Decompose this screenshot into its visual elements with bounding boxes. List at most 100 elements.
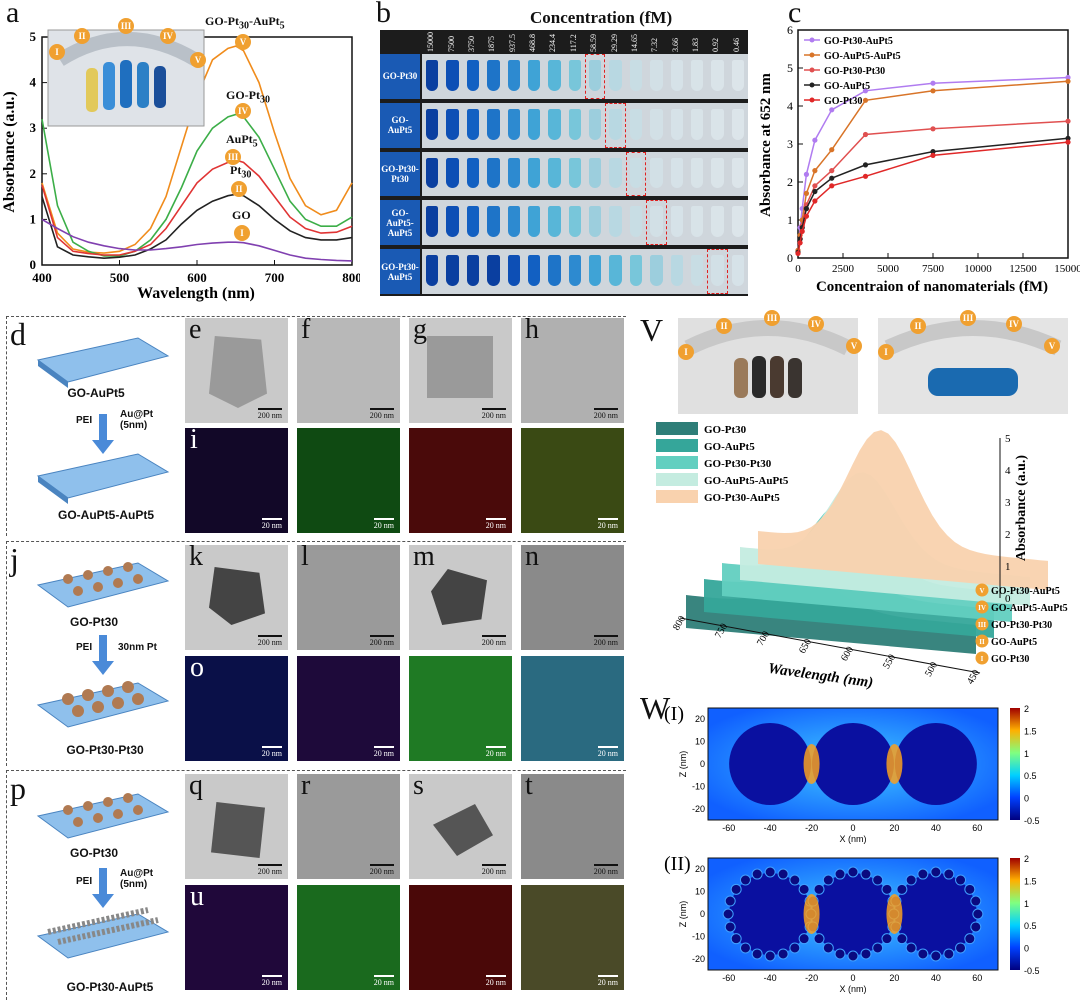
c-point-3-4 xyxy=(812,188,818,195)
w-cbar-tick-0-1: 1.5 xyxy=(1024,726,1037,736)
b-tube xyxy=(568,108,581,140)
v-roman-circle-1 xyxy=(975,634,989,648)
v-ztick-label-1: 1 xyxy=(1005,561,1011,573)
panel-label-v: V xyxy=(640,312,664,348)
b-conc-1: 7500 xyxy=(446,36,456,52)
d-step1: PEI xyxy=(76,415,93,426)
label-m: m xyxy=(413,545,435,572)
sb-o2: 20 nm xyxy=(373,746,394,758)
w-ytick-0-3: -10 xyxy=(692,781,705,791)
w-subpanel-label-0: (I) xyxy=(664,703,684,725)
b-row-4 xyxy=(422,249,748,294)
a-curve-roman-IV: IV xyxy=(235,103,251,119)
w-shell-particle xyxy=(964,883,976,895)
c-point-4-2 xyxy=(799,228,805,234)
v-roman-circle-0 xyxy=(975,651,989,665)
b-conc-0: 15000 xyxy=(426,32,436,52)
v-roman-3: IV xyxy=(978,604,986,612)
v1-roman-II: II xyxy=(716,318,732,334)
v-legend-label-4: GO-Pt30-AuPt5 xyxy=(704,492,780,504)
c-legend-label-4: GO-Pt30 xyxy=(824,96,862,107)
tem-h: h 200 nm xyxy=(521,318,624,423)
map-o2: 20 nm xyxy=(297,656,400,761)
chart-c: 0 2500 5000 7500 10000 12500 15000 0 1 2 3 4 5 6 GO-P… xyxy=(758,23,1080,295)
b-row-2 xyxy=(422,151,748,197)
sb-i3: 20 nm xyxy=(485,518,506,530)
w-shell-particle xyxy=(917,868,929,880)
b-tube xyxy=(568,157,581,189)
b-tube xyxy=(446,108,459,140)
c-ytick-label-5: 5 xyxy=(787,61,793,75)
v-axis-series-label-4: GO-Pt30-AuPt5 xyxy=(991,586,1060,597)
b-tube xyxy=(466,255,480,286)
c-point-0-4 xyxy=(812,137,818,143)
b-tube xyxy=(650,157,663,189)
w-ytick-0-0: 20 xyxy=(695,714,705,724)
d-step2: Au@Pt (5nm) xyxy=(120,409,154,431)
divider-top xyxy=(6,316,626,318)
b-threshold-box-0 xyxy=(585,54,606,99)
a-label-GO-Pt30-AuPt5: GO-Pt30-AuPt5 xyxy=(205,14,285,32)
sb-i4: 20 nm xyxy=(597,518,618,530)
a-series-2 xyxy=(41,159,353,256)
v2-roman-IV: IV xyxy=(1006,316,1022,332)
w-particle-1-1 xyxy=(812,873,894,955)
b-tube xyxy=(690,206,704,238)
b-tube xyxy=(731,60,744,91)
b-conc-4: 937.5 xyxy=(507,34,517,52)
sb-i2: 20 nm xyxy=(373,518,394,530)
c-ytick-label-1: 1 xyxy=(787,213,793,227)
p-bottom-label: GO-Pt30-AuPt5 xyxy=(66,980,154,994)
w-xtick-1-3: 0 xyxy=(850,973,855,983)
p-top-label: GO-Pt30 xyxy=(69,846,118,860)
a-curve-roman-III: III xyxy=(225,149,241,165)
label-l: l xyxy=(301,545,309,572)
w-xtick-0-1: -40 xyxy=(764,823,777,833)
w-shell-particle xyxy=(798,883,810,895)
b-tube xyxy=(589,157,602,189)
v-roman-circle-4 xyxy=(975,583,989,597)
w-shell-particle xyxy=(724,921,736,933)
sb-e: 200 nm xyxy=(257,408,282,420)
w-particle-0-0 xyxy=(729,723,812,805)
v-ztick-label-2: 2 xyxy=(1005,529,1011,541)
v-legend-swatch-2 xyxy=(656,456,698,469)
c-point-3-6 xyxy=(862,162,869,168)
b-tube xyxy=(670,108,683,140)
tem-e: e 200 nm xyxy=(185,318,288,423)
w-cbar-tick-1-4: 0 xyxy=(1024,944,1029,954)
b-tube xyxy=(650,255,663,286)
b-threshold-box-2 xyxy=(625,151,647,197)
b-conc-3: 1875 xyxy=(487,36,497,52)
w-particle-0-1 xyxy=(812,723,894,805)
w-cbar-tick-0-2: 1 xyxy=(1024,749,1029,759)
w-frame-0 xyxy=(707,707,999,821)
panel-label-w: W xyxy=(640,690,671,726)
c-ytick-label-2: 2 xyxy=(787,175,793,189)
b-tube xyxy=(670,255,683,286)
w-hotspot-1-0 xyxy=(803,894,820,934)
v2-roman-V: V xyxy=(1044,338,1060,354)
b-conc-8: 58.59 xyxy=(589,34,599,52)
c-point-2-8 xyxy=(1065,118,1071,124)
c-xtick-label-4: 10000 xyxy=(964,263,992,275)
chart-a: 400 500 600 700 800 0 1 2 3 4 5 Wavelength (nm) Ab… xyxy=(1,29,360,302)
a-series-3 xyxy=(41,193,353,260)
w-particle-1-0 xyxy=(729,873,812,955)
w-shell-particle xyxy=(730,933,742,945)
v-xlabel: Wavelength (nm) xyxy=(767,661,874,692)
c-series-4 xyxy=(797,141,1069,254)
b-tube xyxy=(487,206,500,238)
b-tube xyxy=(568,255,581,286)
c-point-3-8 xyxy=(1065,135,1071,141)
b-tube xyxy=(731,255,744,286)
v-axis-series-label-3: GO-AuPt5-AuPt5 xyxy=(991,603,1068,614)
w-shell-particle xyxy=(930,950,942,962)
b-tube xyxy=(670,157,683,189)
w-cbar-tick-1-2: 1 xyxy=(1024,899,1029,909)
w-shell-particle xyxy=(881,883,893,895)
c-legend-label-2: GO-Pt30-Pt30 xyxy=(824,66,885,77)
b-tube xyxy=(568,60,581,91)
sb-m: 200 nm xyxy=(481,635,506,647)
label-t: t xyxy=(525,774,533,801)
